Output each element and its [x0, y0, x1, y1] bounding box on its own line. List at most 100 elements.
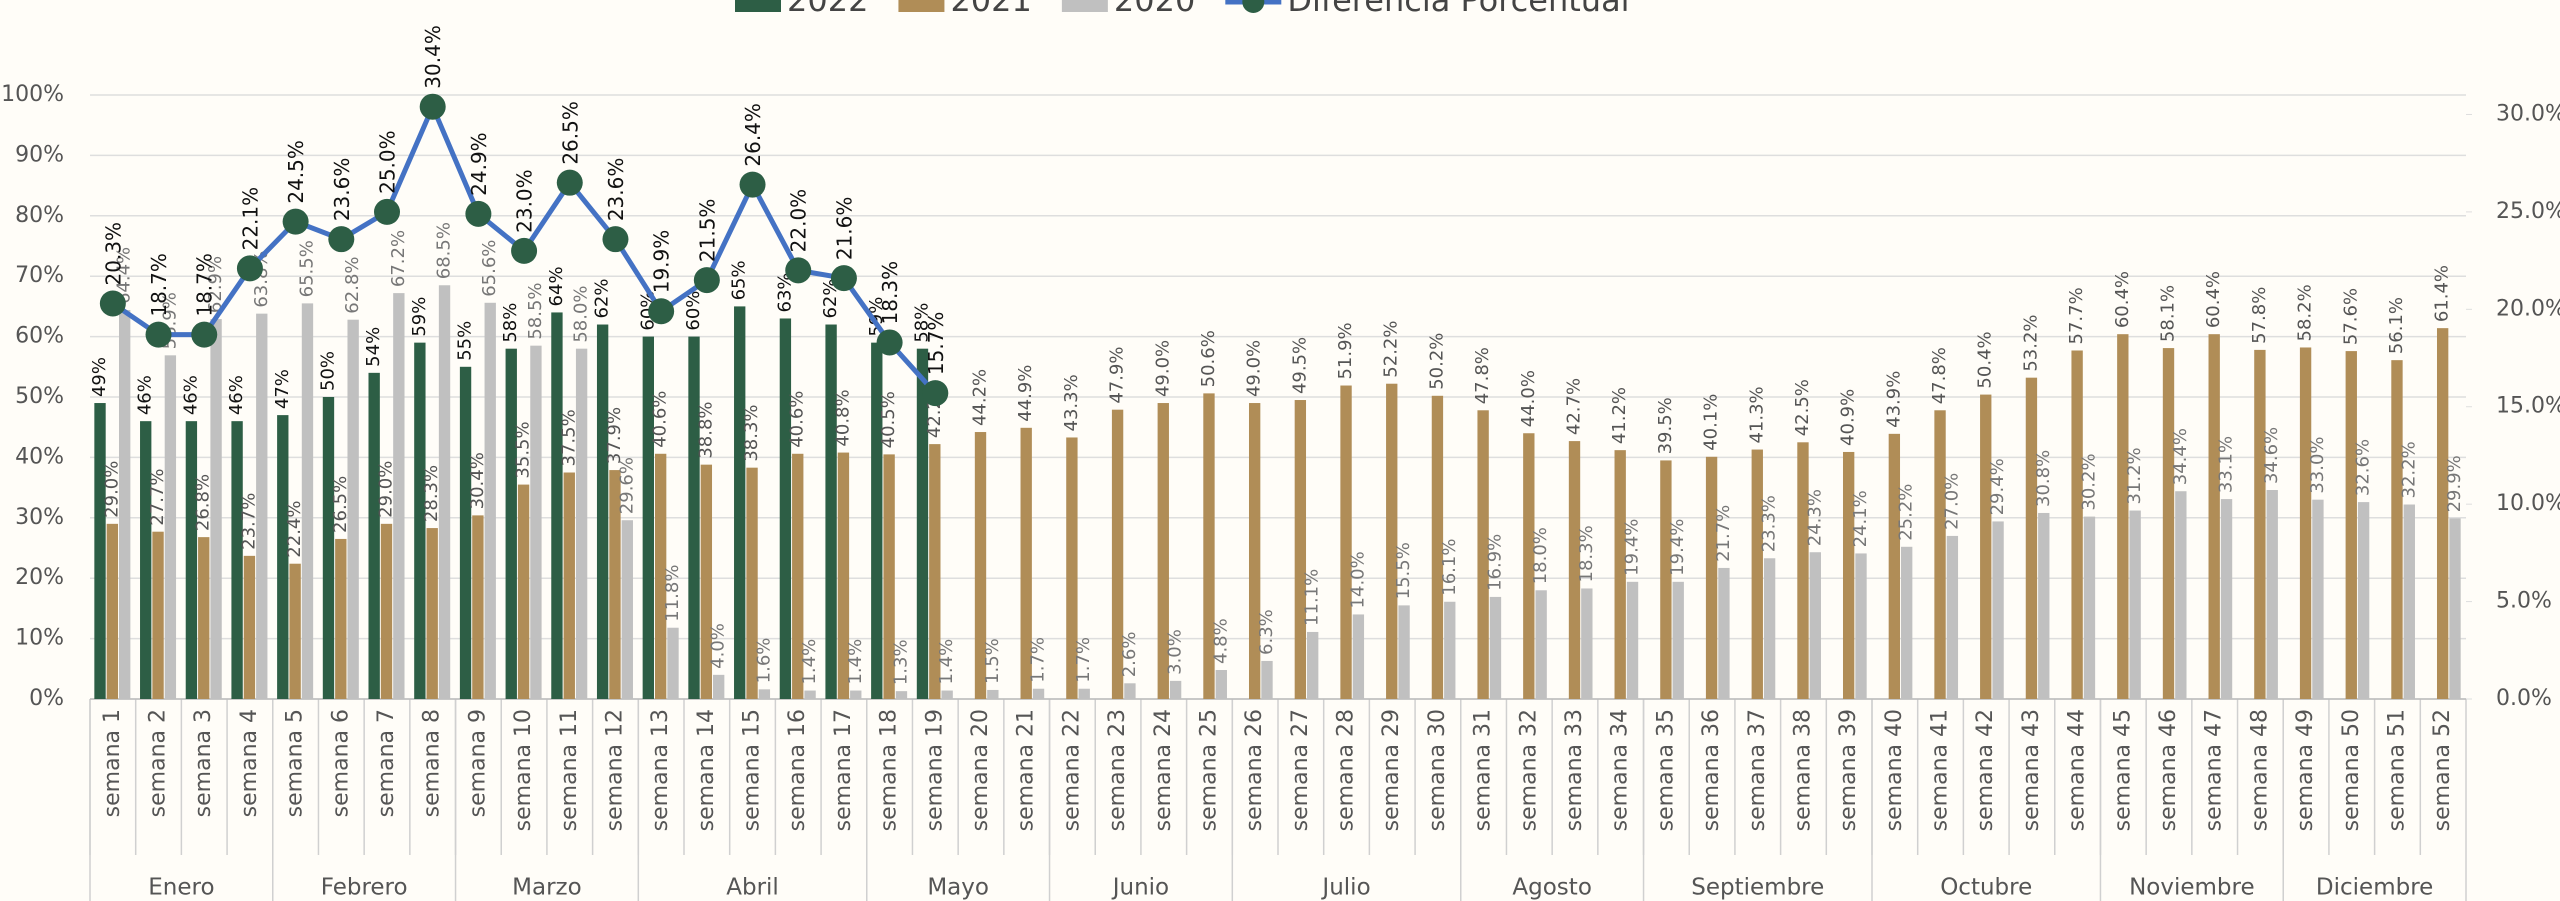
bar	[1157, 403, 1169, 699]
data-label: 23.6%	[604, 158, 628, 222]
data-label: 11.1%	[1302, 569, 1323, 626]
data-label: 41.3%	[1746, 386, 1767, 443]
bar	[2071, 350, 2083, 699]
data-label: 33.0%	[2307, 436, 2328, 493]
data-label: 23.0%	[513, 169, 537, 233]
data-label: 51.9%	[1335, 322, 1356, 379]
bar	[530, 345, 542, 699]
data-label: 49.0%	[1152, 340, 1173, 397]
data-label: 49.5%	[1289, 337, 1310, 394]
data-label: 15.7%	[924, 312, 948, 376]
data-label: 14.0%	[1347, 551, 1368, 608]
data-label: 49.0%	[1244, 340, 1265, 397]
bar	[1261, 660, 1273, 699]
data-label: 57.8%	[2249, 287, 2270, 344]
bar	[2391, 360, 2403, 699]
line-marker	[191, 321, 218, 348]
bar	[1660, 460, 1672, 699]
data-label: 59%	[866, 297, 887, 337]
data-label: 15.5%	[1393, 542, 1414, 599]
x-tick-label: semana 25	[1196, 709, 1221, 831]
bar	[2449, 518, 2461, 699]
x-tick-label: semana 2	[146, 709, 171, 817]
x-group-label: Noviembre	[2129, 875, 2255, 901]
data-label: 46%	[135, 375, 156, 415]
data-label: 40.9%	[1838, 389, 1859, 446]
line-marker	[922, 380, 949, 407]
bar	[2025, 377, 2038, 699]
data-label: 18.0%	[1530, 527, 1551, 584]
data-label: 23.6%	[330, 158, 354, 222]
bar	[1431, 395, 1444, 699]
legend-label: 2021	[950, 0, 1031, 19]
bar	[871, 342, 883, 699]
data-label: 64%	[546, 266, 567, 306]
data-label: 20.3%	[101, 222, 125, 286]
x-group-label: Abril	[726, 875, 779, 901]
data-label: 47.8%	[1472, 347, 1493, 404]
x-tick-label: semana 33	[1562, 709, 1587, 831]
bar	[2220, 499, 2233, 699]
data-label: 29.9%	[2444, 455, 2465, 512]
data-label: 59%	[409, 297, 430, 337]
y-tick-label: 20%	[15, 565, 64, 590]
bar	[256, 313, 268, 699]
x-tick-label: semana 42	[1973, 709, 1998, 831]
x-tick-label: semana 31	[1471, 709, 1496, 831]
y-tick-label: 0%	[29, 686, 64, 711]
x-tick-label: semana 21	[1014, 709, 1039, 831]
bar	[563, 472, 575, 699]
bar	[119, 310, 131, 699]
line-marker	[419, 93, 446, 120]
data-label: 19.4%	[1667, 519, 1688, 576]
data-label: 58%	[500, 303, 521, 343]
legend-label: Diferencia Porcentual	[1287, 0, 1629, 19]
x-tick-label: semana 35	[1653, 709, 1678, 831]
bar	[414, 342, 426, 699]
data-label: 62%	[820, 279, 841, 319]
data-label: 39.5%	[1655, 397, 1676, 454]
x-tick-label: semana 20	[968, 709, 993, 831]
bar	[1477, 410, 1489, 699]
line-marker	[602, 226, 629, 253]
bar	[654, 453, 667, 699]
bar	[916, 348, 929, 699]
bar	[1751, 449, 1763, 699]
data-label: 25.2%	[1896, 484, 1917, 541]
bar	[987, 689, 999, 699]
bar	[1763, 558, 1776, 699]
x-tick-label: semana 51	[2384, 709, 2409, 831]
y-tick-label: 100%	[1, 82, 64, 107]
x-tick-label: semana 1	[100, 709, 125, 817]
x-tick-label: semana 6	[328, 709, 353, 817]
x-group-label: Diciembre	[2316, 875, 2433, 901]
data-label: 28.3%	[421, 465, 442, 522]
bar	[2299, 347, 2312, 699]
bar	[1718, 567, 1730, 699]
bar	[792, 453, 804, 699]
bar	[825, 324, 837, 699]
y2-tick-label: 30.0%	[2496, 101, 2560, 126]
data-label: 30.4%	[421, 25, 445, 89]
x-tick-label: semana 16	[785, 709, 810, 831]
data-label: 47.8%	[1929, 347, 1950, 404]
bar	[1535, 590, 1547, 699]
x-tick-label: semana 41	[1928, 709, 1953, 831]
y2-tick-label: 20.0%	[2496, 296, 2560, 321]
bar	[974, 432, 987, 699]
bar	[1352, 614, 1365, 699]
bar	[1581, 588, 1593, 699]
x-tick-label: semana 22	[1059, 709, 1084, 831]
bar	[929, 444, 941, 699]
data-label: 26.4%	[741, 103, 765, 167]
bar	[2266, 490, 2278, 699]
data-label: 1.6%	[753, 638, 774, 684]
y2-tick-label: 0.0%	[2496, 686, 2552, 711]
line-marker	[282, 208, 309, 235]
line-marker	[739, 171, 766, 198]
line-marker	[145, 321, 172, 348]
bar	[517, 484, 530, 699]
data-label: 6.3%	[1256, 609, 1277, 655]
data-label: 24.9%	[467, 132, 491, 196]
